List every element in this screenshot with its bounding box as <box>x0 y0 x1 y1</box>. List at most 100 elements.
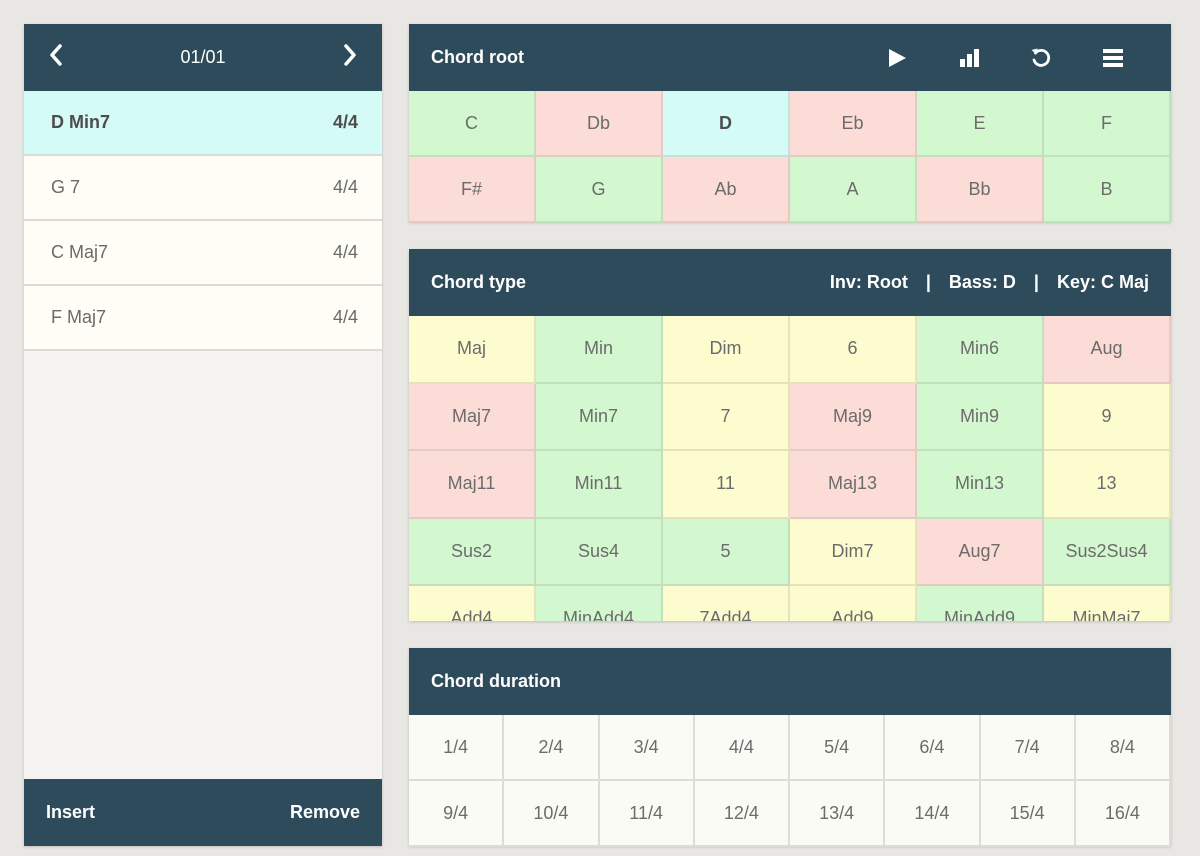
duration-button[interactable]: 11/4 <box>599 781 695 847</box>
reset-button[interactable] <box>1005 47 1077 69</box>
chord-type-button[interactable]: 7Add4 <box>663 586 790 621</box>
chord-type-button[interactable]: Min11 <box>536 451 663 519</box>
root-note-button[interactable]: Bb <box>917 157 1044 223</box>
chord-list-item[interactable]: F Maj7 4/4 <box>24 286 382 351</box>
progression-header: 01/01 <box>24 24 382 91</box>
refresh-icon <box>1031 48 1051 67</box>
chord-list-item[interactable]: G 7 4/4 <box>24 156 382 221</box>
root-note-button[interactable]: D <box>663 91 790 157</box>
chord-type-button[interactable]: Min6 <box>917 316 1044 384</box>
duration-button[interactable]: 7/4 <box>980 715 1076 781</box>
duration-button[interactable]: 12/4 <box>694 781 790 847</box>
menu-button[interactable] <box>1077 47 1149 69</box>
chord-type-button[interactable]: MinAdd9 <box>917 586 1044 621</box>
chord-type-button[interactable]: MinMaj7 <box>1044 586 1171 621</box>
next-page-button[interactable] <box>336 42 364 73</box>
duration-button[interactable]: 16/4 <box>1075 781 1171 847</box>
insert-button[interactable]: Insert <box>46 802 96 822</box>
duration-button[interactable]: 4/4 <box>694 715 790 781</box>
duration-button[interactable]: 13/4 <box>790 781 886 847</box>
chord-type-button[interactable]: Sus4 <box>536 518 663 586</box>
chord-type-button[interactable]: Min13 <box>917 451 1044 519</box>
duration-button[interactable]: 5/4 <box>790 715 886 781</box>
chord-type-button[interactable]: Sus2Sus4 <box>1044 518 1171 586</box>
root-note-button[interactable]: E <box>917 91 1044 157</box>
duration-button[interactable]: 9/4 <box>409 781 505 847</box>
chord-duration-panel: Chord duration 1/4 2/4 3/4 4/4 5/4 6/4 7/4 8/4 9… <box>409 648 1171 847</box>
chord-type-button[interactable]: MinAdd4 <box>536 586 663 621</box>
root-note-button[interactable]: Db <box>536 91 663 157</box>
chord-name: D Min7 <box>51 112 111 132</box>
chord-meta: Inv: Root | Bass: D | Key: C Maj <box>830 272 1149 293</box>
chord-type-button[interactable]: 11 <box>663 451 790 519</box>
separator: | <box>925 272 931 292</box>
root-note-button[interactable]: Ab <box>663 157 790 223</box>
chord-type-header: Chord type Inv: Root | Bass: D | Key: C … <box>409 249 1171 316</box>
chord-name: C Maj7 <box>51 242 109 262</box>
progression-footer: Insert Remove <box>24 779 382 846</box>
root-note-button[interactable]: B <box>1044 157 1171 223</box>
progression-panel: 01/01 D Min7 4/4 G 7 4/4 C Maj7 4/4 F Maj7 4/4 … <box>24 24 382 846</box>
chevron-right-icon <box>344 44 356 66</box>
play-icon <box>889 48 906 67</box>
inversion-label[interactable]: Inv: Root <box>829 272 908 292</box>
chord-type-button[interactable]: Add4 <box>409 586 536 621</box>
chord-list-item[interactable]: D Min7 4/4 <box>24 91 382 156</box>
root-note-button[interactable]: Eb <box>790 91 917 157</box>
duration-button[interactable]: 10/4 <box>504 781 600 847</box>
toolbar <box>861 47 1149 69</box>
chord-type-button[interactable]: 5 <box>663 518 790 586</box>
chord-type-title: Chord type <box>431 272 527 292</box>
remove-button[interactable]: Remove <box>289 802 360 822</box>
chord-duration-grid: 1/4 2/4 3/4 4/4 5/4 6/4 7/4 8/4 9/4 10/4 11/4 12/4 1… <box>409 715 1171 847</box>
chord-type-button[interactable]: Aug <box>1044 316 1171 384</box>
chord-name: F Maj7 <box>51 307 107 327</box>
chord-type-button[interactable]: Aug7 <box>917 518 1044 586</box>
prev-page-button[interactable] <box>42 42 70 73</box>
chord-duration-title: Chord duration <box>431 671 561 691</box>
chord-type-button[interactable]: Maj <box>409 316 536 384</box>
chord-type-button[interactable]: 9 <box>1044 383 1171 451</box>
chord-duration-header: Chord duration <box>409 648 1171 715</box>
duration-button[interactable]: 6/4 <box>885 715 981 781</box>
chord-type-button[interactable]: Dim <box>663 316 790 384</box>
chord-root-grid: C Db D Eb E F F# G Ab A Bb B <box>409 91 1171 223</box>
chord-type-button[interactable]: Add9 <box>790 586 917 621</box>
root-note-button[interactable]: C <box>409 91 536 157</box>
chart-button[interactable] <box>933 47 1005 69</box>
chord-duration: 4/4 <box>332 112 358 132</box>
bass-label[interactable]: Bass: D <box>948 272 1016 292</box>
play-button[interactable] <box>861 47 933 69</box>
root-note-button[interactable]: G <box>536 157 663 223</box>
duration-button[interactable]: 1/4 <box>409 715 505 781</box>
chord-type-button[interactable]: Dim7 <box>790 518 917 586</box>
chord-type-button[interactable]: 13 <box>1044 451 1171 519</box>
root-note-button[interactable]: F <box>1044 91 1171 157</box>
duration-button[interactable]: 14/4 <box>885 781 981 847</box>
chord-root-header: Chord root <box>409 24 1171 91</box>
chord-type-button[interactable]: Maj11 <box>409 451 536 519</box>
key-label[interactable]: Key: C Maj <box>1056 272 1149 292</box>
chord-type-button[interactable]: Sus2 <box>409 518 536 586</box>
chevron-left-icon <box>50 44 62 66</box>
chord-type-button[interactable]: Maj9 <box>790 383 917 451</box>
chord-type-button[interactable]: Min7 <box>536 383 663 451</box>
chord-root-title: Chord root <box>431 47 524 67</box>
chord-duration: 4/4 <box>332 242 358 262</box>
chord-type-button[interactable]: Min <box>536 316 663 384</box>
duration-button[interactable]: 2/4 <box>504 715 600 781</box>
chord-type-button[interactable]: Maj7 <box>409 383 536 451</box>
chord-type-button[interactable]: Maj13 <box>790 451 917 519</box>
duration-button[interactable]: 3/4 <box>599 715 695 781</box>
chord-list-item[interactable]: C Maj7 4/4 <box>24 221 382 286</box>
chord-type-button[interactable]: 7 <box>663 383 790 451</box>
duration-button[interactable]: 15/4 <box>980 781 1076 847</box>
chord-type-button[interactable]: 6 <box>790 316 917 384</box>
chord-type-panel: Chord type Inv: Root | Bass: D | Key: C … <box>409 249 1171 621</box>
chord-root-panel: Chord root C Db D Eb E F F# G Ab A Bb B <box>409 24 1171 223</box>
root-note-button[interactable]: F# <box>409 157 536 223</box>
chord-type-grid: Maj Min Dim 6 Min6 Aug Maj7 Min7 7 Maj9 Min9 9 Maj11… <box>409 316 1171 621</box>
chord-type-button[interactable]: Min9 <box>917 383 1044 451</box>
root-note-button[interactable]: A <box>790 157 917 223</box>
duration-button[interactable]: 8/4 <box>1075 715 1171 781</box>
